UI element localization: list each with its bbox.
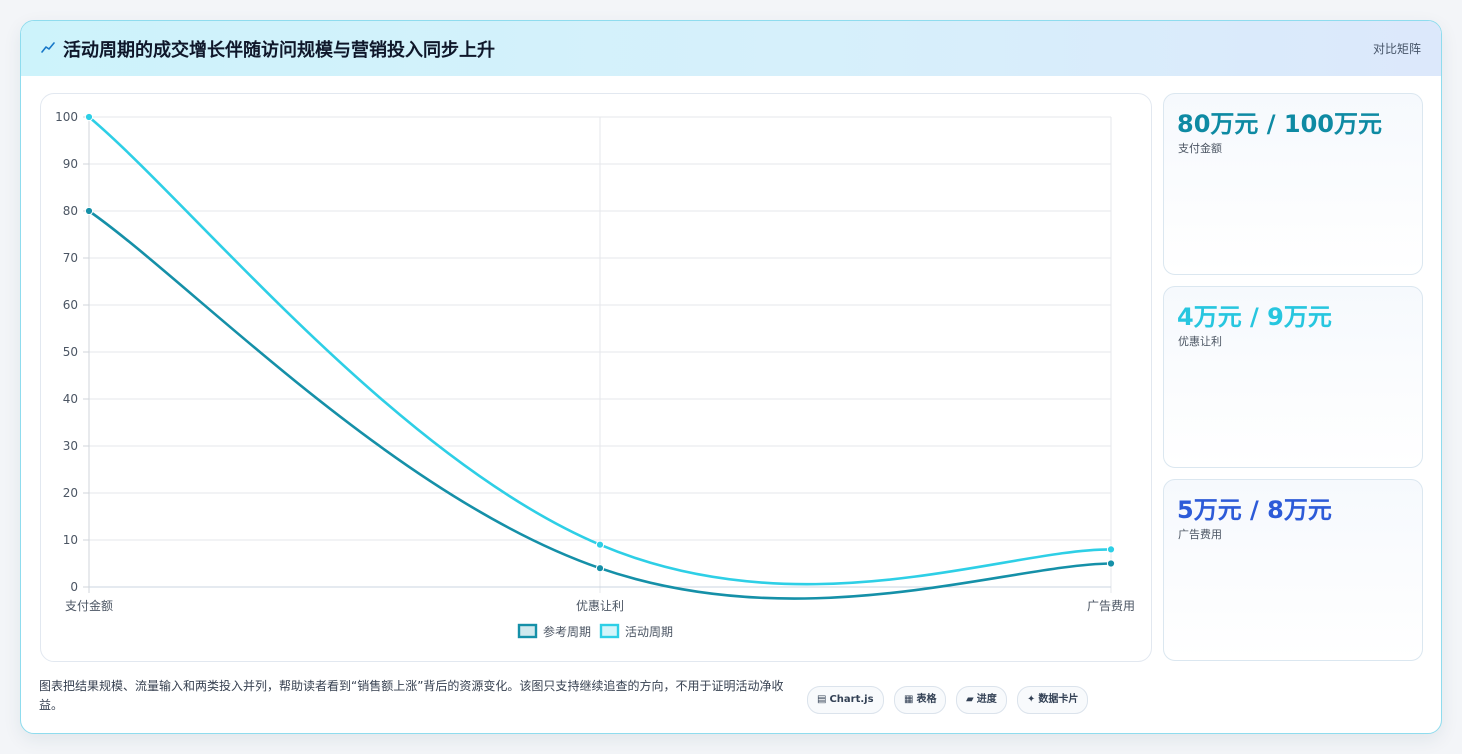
metric-card-ad-cost: 5万元 / 8万元 广告费用	[1163, 479, 1423, 661]
dashboard-card: 活动周期的成交增长伴随访问规模与营销投入同步上升 对比矩阵 0 10 20 30 40 5…	[20, 20, 1442, 734]
sparkle-icon: ✦	[1027, 694, 1036, 705]
metric-value: 4万元 / 9万元	[1177, 303, 1332, 331]
x-tick-label: 支付金额	[65, 598, 113, 613]
pill-label: 表格	[916, 694, 937, 705]
card-header: 活动周期的成交增长伴随访问规模与营销投入同步上升 对比矩阵	[21, 21, 1441, 76]
metric-value: 80万元 / 100万元	[1177, 110, 1382, 138]
chart-description: 图表把结果规模、流量输入和两类投入并列，帮助读者看到“销售额上涨”背后的资源变化…	[39, 679, 784, 712]
metric-label: 支付金额	[1178, 142, 1222, 155]
y-tick-label: 40	[63, 392, 78, 406]
metric-label: 广告费用	[1178, 528, 1222, 541]
chart-icon: ▤	[817, 694, 827, 705]
x-tick-label: 广告费用	[1087, 599, 1135, 613]
trend-icon	[41, 42, 55, 53]
pill-chartjs[interactable]: ▤ Chart.js	[807, 686, 884, 714]
y-tick-label: 10	[63, 533, 78, 547]
metric-card-discount: 4万元 / 9万元 优惠让利	[1163, 286, 1423, 468]
pill-label: 进度	[976, 694, 997, 705]
y-tick-label: 0	[70, 580, 78, 594]
y-tick-label: 50	[63, 345, 78, 359]
series-line	[88, 116, 1112, 586]
y-tick-label: 70	[63, 251, 78, 265]
data-point	[84, 206, 94, 216]
table-icon: ▦	[904, 694, 914, 705]
data-point	[84, 112, 94, 122]
x-tick-label: 优惠让利	[576, 599, 624, 613]
compare-matrix-link[interactable]: 对比矩阵	[1372, 42, 1421, 56]
legend-label: 参考周期	[543, 624, 591, 639]
data-point	[1106, 559, 1116, 568]
pill-data-card[interactable]: ✦ 数据卡片	[1017, 686, 1089, 714]
y-tick-label: 30	[63, 439, 78, 453]
y-tick-label: 100	[55, 110, 78, 124]
page-title: 活动周期的成交增长伴随访问规模与营销投入同步上升	[63, 40, 495, 61]
pill-table[interactable]: ▦ 表格	[894, 686, 947, 714]
data-point	[595, 564, 605, 573]
metric-label: 优惠让利	[1178, 335, 1222, 348]
legend-swatch	[517, 623, 538, 639]
data-point	[1106, 545, 1116, 554]
metric-card-payment: 80万元 / 100万元 支付金额	[1163, 93, 1423, 275]
y-tick-label: 60	[63, 298, 78, 312]
y-tick-label: 90	[63, 157, 78, 171]
pill-label: 数据卡片	[1038, 694, 1079, 705]
legend-label: 活动周期	[625, 625, 673, 639]
metric-value: 5万元 / 8万元	[1177, 496, 1332, 524]
pill-progress[interactable]: ▰ 进度	[956, 686, 1007, 714]
pill-label: Chart.js	[829, 694, 874, 705]
progress-icon: ▰	[966, 694, 974, 705]
chart-panel: 0 10 20 30 40 50 60 70 80 90 100 支付金额 优惠让利 广告费用参考周期 活动…	[40, 93, 1152, 662]
y-tick-label: 20	[63, 486, 78, 500]
y-tick-label: 80	[63, 204, 78, 218]
data-point	[595, 540, 605, 549]
legend-swatch	[599, 623, 620, 639]
